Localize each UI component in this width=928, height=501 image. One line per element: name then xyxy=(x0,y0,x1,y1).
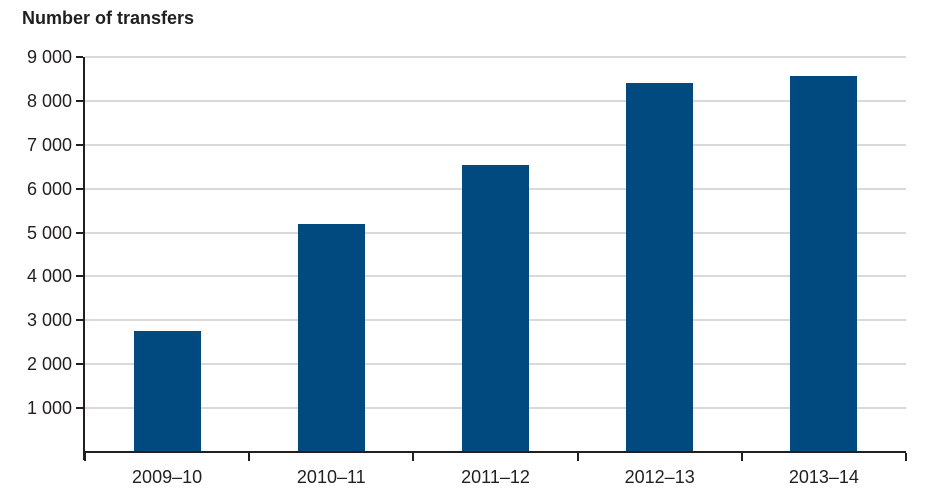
y-axis-tick xyxy=(76,231,83,234)
gridline xyxy=(85,56,906,58)
y-axis-tick xyxy=(76,363,83,366)
gridline xyxy=(85,99,906,102)
y-axis-label: 7 000 xyxy=(26,134,72,155)
chart-title: Number of transfers xyxy=(22,8,195,28)
x-axis-label: 2011–12 xyxy=(461,467,530,487)
y-axis-tick xyxy=(76,56,83,58)
y-axis-tick xyxy=(76,407,83,410)
y-axis-label: 8 000 xyxy=(26,90,72,111)
y-axis-tick xyxy=(76,187,83,190)
y-axis-label: 3 000 xyxy=(26,310,72,331)
gridline xyxy=(85,143,906,146)
x-axis-label: 2013–14 xyxy=(788,467,859,487)
bar xyxy=(462,165,529,452)
y-axis-label: 1 000 xyxy=(26,398,72,419)
y-axis-tick xyxy=(76,143,83,146)
y-axis-line xyxy=(83,57,85,460)
x-axis-tick xyxy=(84,453,86,461)
y-axis-tick xyxy=(76,319,83,322)
x-axis-tick xyxy=(576,453,579,461)
x-axis-label: 2012–13 xyxy=(624,467,695,487)
x-axis-tick xyxy=(248,453,251,461)
y-axis-label: 6 000 xyxy=(26,178,72,199)
x-axis-tick xyxy=(740,453,743,461)
y-axis-tick xyxy=(76,99,83,102)
y-axis-label: 9 000 xyxy=(26,47,72,67)
x-axis-tick xyxy=(412,453,415,461)
bar xyxy=(133,330,201,452)
bar xyxy=(297,224,365,452)
y-axis-tick xyxy=(76,275,83,278)
x-axis-label: 2009–10 xyxy=(132,467,203,487)
bar xyxy=(626,82,694,452)
x-axis-label: 2010–11 xyxy=(296,467,366,487)
bar xyxy=(790,75,858,452)
x-axis-line xyxy=(83,451,906,453)
x-axis-tick xyxy=(905,453,907,461)
y-axis-label: 5 000 xyxy=(26,222,72,243)
y-axis-label: 2 000 xyxy=(26,354,72,375)
y-axis-label: 4 000 xyxy=(26,266,72,287)
